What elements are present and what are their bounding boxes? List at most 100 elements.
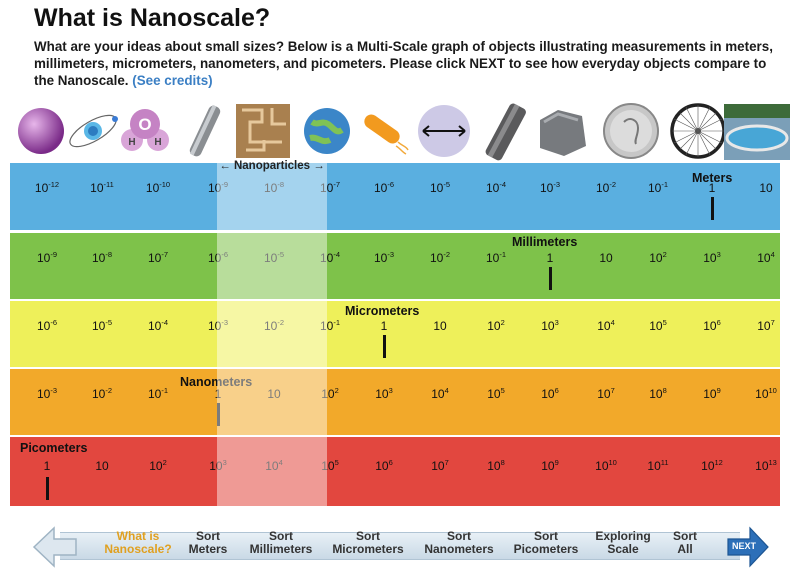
tick-label: 102 <box>487 318 505 333</box>
tick-label: 1010 <box>755 386 777 401</box>
tick-label: 10-9 <box>36 250 58 265</box>
tick-label: 104 <box>757 250 775 265</box>
tick-label: 10-10 <box>145 180 171 195</box>
unit-marker <box>711 197 714 220</box>
bicycle-wheel-icon <box>667 100 729 162</box>
tick-label: 10-2 <box>429 250 451 265</box>
tick-label: 10-1 <box>147 386 169 401</box>
tick-label: 106 <box>375 458 393 473</box>
tick-label: 1 <box>546 251 554 265</box>
tick-label: 10-8 <box>91 250 113 265</box>
tick-label: 105 <box>321 458 339 473</box>
svg-text:H: H <box>128 137 135 148</box>
tick-label: 10-3 <box>373 250 395 265</box>
nav-item-scale[interactable]: Exploring Scale <box>595 529 651 556</box>
unit-name: Nanometers <box>180 375 253 389</box>
tick-label: 1012 <box>701 458 723 473</box>
tick-label: 10-7 <box>147 250 169 265</box>
tick-label: 102 <box>649 250 667 265</box>
unit-marker <box>217 403 220 426</box>
coin-icon <box>600 100 662 162</box>
navigation-bar: What is Nanoscale? Sort Meters Sort Millimete… <box>30 522 770 572</box>
tick-label: 10-3 <box>36 386 58 401</box>
tick-label: 106 <box>703 318 721 333</box>
unit-name: Meters <box>692 171 733 185</box>
tick-label: 10-5 <box>91 318 113 333</box>
cell-icon <box>296 100 358 162</box>
svg-text:O: O <box>138 115 151 134</box>
tick-label: 10 <box>267 387 281 401</box>
tick-label: 103 <box>541 318 559 333</box>
tick-label: 105 <box>649 318 667 333</box>
left-arrow-icon: ← <box>219 160 231 172</box>
nanoparticles-label: ← Nanoparticles → <box>217 160 327 172</box>
unit-name: Micrometers <box>345 304 420 318</box>
back-arrow-icon[interactable] <box>30 522 78 572</box>
tick-label: 102 <box>149 458 167 473</box>
unit-marker <box>383 335 386 358</box>
tick-label: 10-1 <box>485 250 507 265</box>
tick-label: 103 <box>375 386 393 401</box>
unit-marker <box>46 477 49 500</box>
tick-label: 106 <box>541 386 559 401</box>
tick-label: 109 <box>703 386 721 401</box>
svg-text:H: H <box>154 137 161 148</box>
tick-label: 10-4 <box>319 250 341 265</box>
tick-label: 10-5 <box>429 180 451 195</box>
tick-label: 108 <box>487 458 505 473</box>
nav-item-nanoscale[interactable]: What is Nanoscale? <box>104 529 172 556</box>
tick-label: 107 <box>431 458 449 473</box>
nav-item-nanometers[interactable]: Sort Nanometers <box>424 529 494 556</box>
tick-label: 104 <box>431 386 449 401</box>
unit-name: Picometers <box>20 441 88 455</box>
tick-label: 103 <box>703 250 721 265</box>
tick-label: 10 <box>759 181 773 195</box>
intro-body: What are your ideas about small sizes? B… <box>34 39 773 88</box>
tick-label: 104 <box>597 318 615 333</box>
tick-label: 10-12 <box>34 180 60 195</box>
scale-band-millimeters: 10-9 10-8 10-7 10-6 10-5 10-4 10-3 10-2 10-1 1 10 1… <box>10 233 780 299</box>
tick-label: 10-2 <box>263 318 285 333</box>
tick-label: 10-2 <box>595 180 617 195</box>
next-button[interactable]: NEXT <box>726 522 770 572</box>
tick-label: 10-6 <box>36 318 58 333</box>
tick-label: 10-4 <box>485 180 507 195</box>
tick-label: 10-3 <box>539 180 561 195</box>
tick-label: 10-4 <box>147 318 169 333</box>
tick-label: 1011 <box>647 458 669 473</box>
atom-icon <box>62 100 124 162</box>
tick-label: 10-3 <box>207 318 229 333</box>
nav-item-micrometers[interactable]: Sort Micrometers <box>332 529 404 556</box>
nav-item-meters[interactable]: Sort Meters <box>188 529 228 556</box>
tick-label: 102 <box>321 386 339 401</box>
sphere-icon <box>10 100 72 162</box>
see-credits-link[interactable]: (See credits) <box>132 73 213 88</box>
tick-label: 10-1 <box>647 180 669 195</box>
tick-label: 1 <box>214 387 222 401</box>
scale-band-picometers: 1 10 102 103 104 105 106 107 108 109 1010 1011 1012 1… <box>10 437 780 506</box>
scale-band-nanometers: 10-3 10-2 10-1 1 10 102 103 104 105 106 107 108 109 1… <box>10 369 780 435</box>
tick-label: 10-5 <box>263 250 285 265</box>
tick-label: 10-6 <box>207 250 229 265</box>
tick-label: 107 <box>597 386 615 401</box>
tick-label: 1010 <box>595 458 617 473</box>
nav-item-all[interactable]: Sort All <box>673 529 697 556</box>
nanoscale-highlight <box>217 163 327 506</box>
tick-label: 10-9 <box>207 180 229 195</box>
right-arrow-icon: → <box>313 160 325 172</box>
tick-label: 10 <box>599 251 613 265</box>
nav-strip <box>60 532 740 560</box>
tick-label: 107 <box>757 318 775 333</box>
nav-item-picometers[interactable]: Sort Picometers <box>513 529 579 556</box>
tick-label: 10-6 <box>373 180 395 195</box>
tick-label: 108 <box>649 386 667 401</box>
bacterium-icon <box>352 100 414 162</box>
tick-label: 1013 <box>755 458 777 473</box>
hair-strand-icon <box>473 100 535 162</box>
tick-label: 1 <box>380 319 388 333</box>
tick-label: 10-8 <box>263 180 285 195</box>
tick-label: 109 <box>541 458 559 473</box>
nav-item-millimeters[interactable]: Sort Millimeters <box>249 529 313 556</box>
unit-marker <box>549 267 552 290</box>
